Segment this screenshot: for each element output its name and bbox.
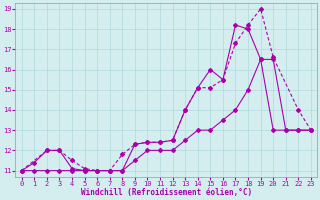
X-axis label: Windchill (Refroidissement éolien,°C): Windchill (Refroidissement éolien,°C) (81, 188, 252, 197)
